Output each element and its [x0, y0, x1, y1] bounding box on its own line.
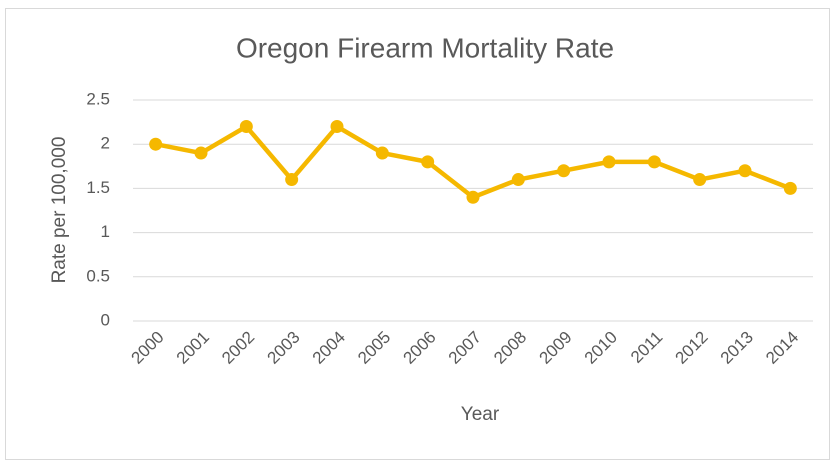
data-point [421, 155, 435, 169]
chart-title: Oregon Firearm Mortality Rate [236, 32, 614, 63]
data-point [285, 173, 299, 187]
y-tick-label: 1.5 [86, 178, 110, 197]
y-tick-label: 0 [101, 310, 110, 329]
data-point [149, 137, 163, 151]
y-tick-label: 2.5 [86, 89, 110, 108]
data-point [375, 146, 389, 160]
data-point [738, 164, 752, 178]
y-tick-label: 0.5 [86, 266, 110, 285]
data-point [647, 155, 661, 169]
y-axis-label: Rate per 100,000 [49, 137, 70, 284]
data-point [330, 120, 344, 134]
data-point [693, 173, 707, 187]
y-tick-label: 1 [101, 222, 110, 241]
data-point [239, 120, 253, 134]
data-point [602, 155, 616, 169]
y-tick-label: 2 [101, 134, 110, 153]
data-point [466, 190, 480, 204]
data-point [194, 146, 208, 160]
data-point [783, 181, 797, 195]
chart-frame [5, 8, 830, 460]
data-point [557, 164, 571, 178]
x-axis-label: Year [461, 404, 500, 425]
data-point [511, 173, 525, 187]
